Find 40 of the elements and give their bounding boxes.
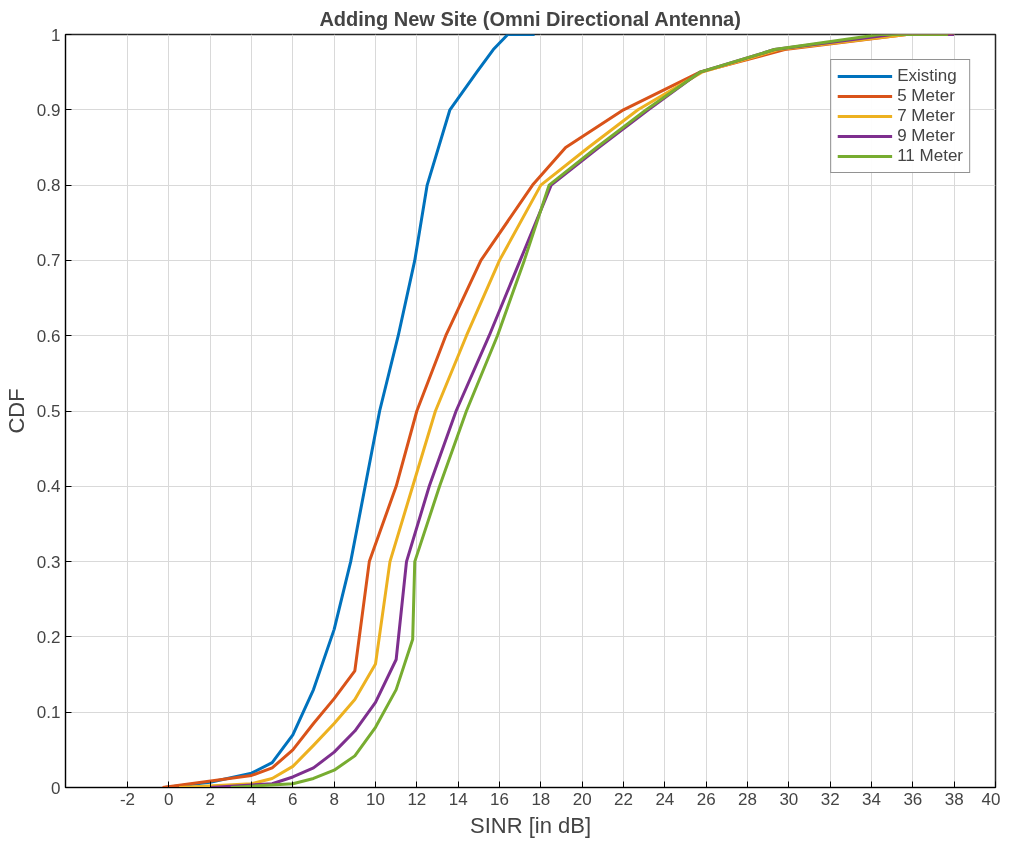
x-tick-label: -2	[119, 789, 136, 809]
x-tick-label: 32	[820, 789, 840, 809]
y-tick-label: 1	[51, 25, 61, 45]
y-tick-label: 0.3	[36, 552, 61, 572]
y-tick-label: 0.9	[36, 100, 61, 120]
x-tick-label: 34	[862, 789, 881, 809]
x-tick-label: 38	[944, 789, 964, 809]
x-tick-label: 40	[981, 789, 1001, 809]
x-tick-label: 2	[205, 789, 215, 809]
legend-label: 5 Meter	[897, 86, 955, 106]
x-tick-label: 20	[572, 789, 592, 809]
x-tick-label: 6	[288, 789, 298, 809]
x-tick-label: 4	[246, 789, 257, 809]
y-tick-label: 0.6	[36, 326, 61, 346]
x-tick-label: 26	[696, 789, 716, 809]
legend-label: 9 Meter	[897, 126, 955, 146]
y-tick-label: 0.8	[36, 176, 61, 196]
x-tick-label: 10	[366, 789, 385, 809]
y-tick-label: 0.5	[36, 402, 61, 421]
x-tick-label: 36	[903, 789, 923, 809]
y-tick-label: 0.2	[36, 627, 61, 647]
legend-label: Existing	[897, 66, 957, 86]
y-axis-title: CDF	[3, 388, 29, 434]
x-tick-label: 16	[490, 789, 509, 809]
y-tick-label: 0.4	[36, 477, 61, 497]
x-axis-title: SINR [in dB]	[469, 812, 592, 838]
chart-title: Adding New Site (Omni Directional Antenna)	[319, 7, 741, 30]
x-tick-label: 8	[329, 789, 339, 809]
x-tick-label: 24	[655, 789, 675, 809]
x-tick-label: 14	[448, 789, 468, 809]
x-tick-label: 22	[614, 789, 633, 809]
x-tick-label: 28	[738, 789, 757, 809]
x-tick-label: 30	[779, 789, 799, 809]
x-tick-label: 12	[407, 789, 427, 809]
legend-label: 7 Meter	[897, 106, 955, 126]
y-tick-label: 0.1	[36, 703, 61, 723]
x-tick-label: 0	[164, 789, 174, 809]
y-tick-label: 0.7	[36, 251, 61, 271]
legend-label: 11 Meter	[897, 146, 963, 166]
x-tick-label: 18	[531, 789, 551, 809]
